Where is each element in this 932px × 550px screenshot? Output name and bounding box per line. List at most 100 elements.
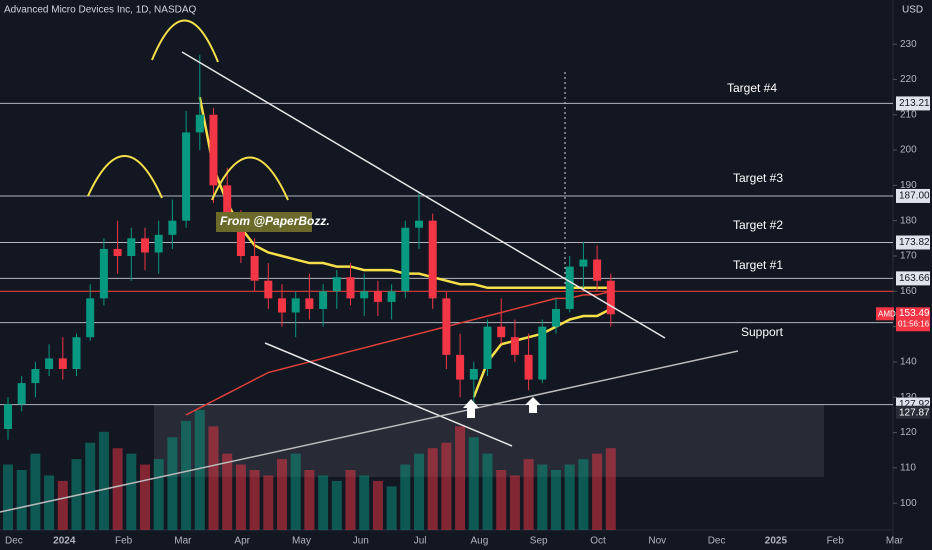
volume-bar bbox=[482, 453, 493, 530]
low-label: 127.87 bbox=[899, 407, 930, 418]
volume-bar bbox=[249, 470, 260, 530]
y-tick-label: 200 bbox=[900, 145, 917, 156]
y-tick-label: 110 bbox=[900, 462, 916, 473]
candle-body bbox=[58, 358, 67, 369]
level-label: 127.92 bbox=[899, 399, 930, 410]
last-price-symbol: AMD bbox=[878, 309, 896, 318]
level-label: 173.82 bbox=[899, 237, 930, 248]
volume-bar bbox=[496, 470, 507, 530]
candle-body bbox=[45, 358, 54, 369]
level-label-box bbox=[896, 96, 930, 111]
y-tick-label: 230 bbox=[900, 39, 917, 50]
annotation: Target #3 bbox=[733, 171, 783, 185]
candle-body bbox=[209, 114, 218, 186]
arrow-up bbox=[463, 399, 479, 418]
candle-body bbox=[154, 234, 163, 253]
y-tick-label: 220 bbox=[900, 74, 917, 85]
volume-bar bbox=[290, 453, 301, 530]
volume-bar bbox=[523, 459, 534, 530]
x-tick-label: Mar bbox=[886, 536, 904, 547]
volume-bar bbox=[85, 442, 96, 530]
candle-body bbox=[401, 227, 410, 292]
x-tick-label: Sep bbox=[530, 536, 548, 547]
arrow-up bbox=[525, 397, 541, 413]
volume-bar bbox=[509, 475, 520, 530]
countdown: 01:56:16 bbox=[898, 319, 930, 328]
volume-bar bbox=[57, 480, 68, 530]
volume-bar bbox=[30, 453, 41, 530]
volume-bar bbox=[400, 464, 411, 530]
volume-bar bbox=[181, 420, 192, 530]
volume-bar bbox=[277, 459, 287, 530]
level-label: 213.21 bbox=[899, 98, 930, 109]
shoulder-arc bbox=[211, 156, 289, 201]
candle-body bbox=[168, 220, 177, 235]
candle-body bbox=[17, 383, 26, 405]
last-price: 153.49 bbox=[899, 308, 930, 319]
level-label-box bbox=[896, 188, 930, 203]
candle-body bbox=[593, 259, 602, 281]
volume-bar bbox=[468, 437, 479, 530]
x-tick-label: 2025 bbox=[765, 536, 788, 547]
candle-body bbox=[319, 291, 328, 309]
volume-bar bbox=[222, 453, 233, 530]
annotation: Support bbox=[741, 325, 784, 339]
candle-body bbox=[483, 326, 492, 369]
x-tick-label: Aug bbox=[471, 536, 489, 547]
candle-body bbox=[469, 368, 478, 380]
volume-bar bbox=[318, 475, 329, 530]
candle-body bbox=[31, 368, 40, 384]
trend-line bbox=[264, 342, 513, 447]
volume-bar bbox=[592, 453, 603, 530]
candle-body bbox=[278, 298, 286, 313]
candle-body bbox=[387, 291, 396, 302]
series-line bbox=[185, 290, 611, 416]
candle-body bbox=[415, 220, 423, 228]
volume-bar bbox=[331, 480, 342, 530]
candle-body bbox=[99, 248, 108, 299]
level-label: 187.00 bbox=[899, 191, 930, 202]
y-tick-label: 140 bbox=[900, 357, 917, 368]
candle-body bbox=[236, 220, 245, 256]
x-tick-label: May bbox=[292, 536, 311, 547]
volume-bar bbox=[372, 480, 383, 530]
candle-body bbox=[113, 248, 122, 256]
candle-body bbox=[373, 291, 382, 302]
candle-body bbox=[360, 291, 369, 299]
candle-body bbox=[346, 277, 355, 299]
x-tick-label: Mar bbox=[174, 536, 192, 547]
note: From @PaperBozz. bbox=[220, 214, 330, 228]
candle-body bbox=[524, 354, 533, 380]
candle-body bbox=[291, 298, 300, 313]
volume-bar bbox=[578, 459, 589, 530]
x-tick-label: Feb bbox=[115, 536, 133, 547]
candle-body bbox=[86, 298, 95, 338]
candle-body bbox=[305, 298, 314, 309]
level-label-box bbox=[896, 235, 930, 250]
annotation: Target #1 bbox=[733, 258, 783, 272]
y-tick-label: 190 bbox=[900, 180, 917, 191]
candle-body bbox=[606, 280, 615, 315]
candle-body bbox=[127, 238, 136, 256]
candle-body bbox=[579, 259, 588, 267]
candle-body bbox=[552, 308, 560, 327]
candle-body bbox=[332, 277, 341, 292]
volume-bar bbox=[44, 475, 55, 530]
candle-body bbox=[141, 238, 149, 253]
x-tick-label: Apr bbox=[234, 536, 250, 547]
volume-bar bbox=[126, 453, 137, 530]
candle-body bbox=[72, 337, 81, 369]
candle-body bbox=[428, 220, 437, 299]
volume-bar bbox=[605, 448, 616, 530]
annotation: Target #2 bbox=[733, 218, 783, 232]
volume-bar bbox=[235, 464, 246, 530]
volume-bar bbox=[263, 475, 274, 530]
volume-bar bbox=[140, 464, 150, 530]
x-tick-label: Dec bbox=[5, 536, 23, 547]
annotation: Target #4 bbox=[727, 81, 777, 95]
candle-body bbox=[195, 114, 204, 133]
x-tick-label: Feb bbox=[827, 536, 845, 547]
candle-body bbox=[250, 255, 259, 281]
candle-body bbox=[223, 185, 232, 221]
y-tick-label: 130 bbox=[900, 392, 917, 403]
